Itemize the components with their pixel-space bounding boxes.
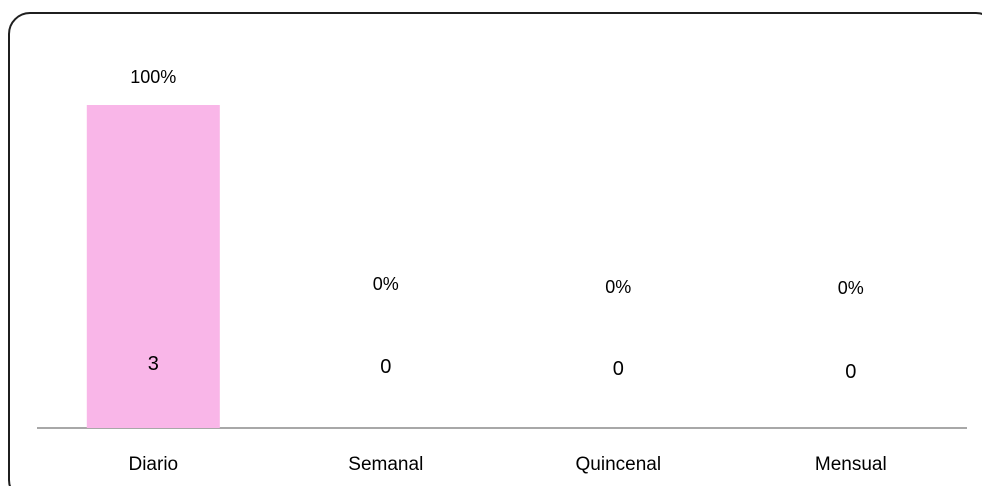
category-label-diario: Diario <box>128 454 178 475</box>
value-label-mensual: 0 <box>845 361 856 383</box>
value-label-diario: 3 <box>148 353 159 375</box>
value-label-semanal: 0 <box>380 356 391 378</box>
category-label-quincenal: Quincenal <box>576 454 662 475</box>
percent-label-diario: 100% <box>130 67 176 87</box>
percent-label-semanal: 0% <box>373 274 399 294</box>
value-label-quincenal: 0 <box>613 358 624 380</box>
category-label-mensual: Mensual <box>815 454 887 475</box>
labels-layer: 100% 3 Diario 0% 0 Semanal 0% 0 Quincenal 0% 0 Mens… <box>128 67 886 475</box>
category-label-semanal: Semanal <box>348 454 423 475</box>
percent-label-mensual: 0% <box>838 278 864 298</box>
bars-layer <box>86 105 220 428</box>
percent-label-quincenal: 0% <box>605 277 631 297</box>
bar-diario <box>86 105 220 428</box>
